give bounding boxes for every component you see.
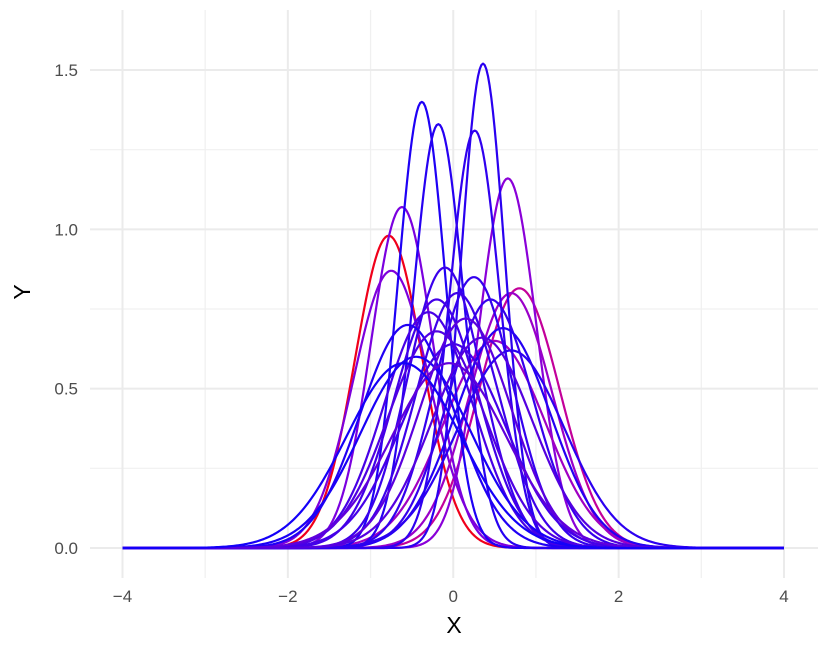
x-tick-label: −4 <box>113 587 132 606</box>
x-axis-title: X <box>446 612 461 638</box>
density-curves <box>122 62 784 550</box>
y-axis-tick-labels: 0.0 0.5 1.0 1.5 <box>54 61 78 558</box>
x-tick-label: 0 <box>449 587 458 606</box>
x-tick-label: 4 <box>779 587 788 606</box>
x-tick-label: 2 <box>614 587 623 606</box>
y-tick-label: 1.5 <box>54 61 78 80</box>
x-tick-label: −2 <box>278 587 297 606</box>
y-tick-label: 0.0 <box>54 539 78 558</box>
y-tick-label: 0.5 <box>54 380 78 399</box>
y-tick-label: 1.0 <box>54 220 78 239</box>
x-axis-tick-labels: −4 −2 0 2 4 <box>113 587 789 606</box>
density-curve-27 <box>122 362 784 550</box>
y-axis-title: Y <box>9 284 35 299</box>
